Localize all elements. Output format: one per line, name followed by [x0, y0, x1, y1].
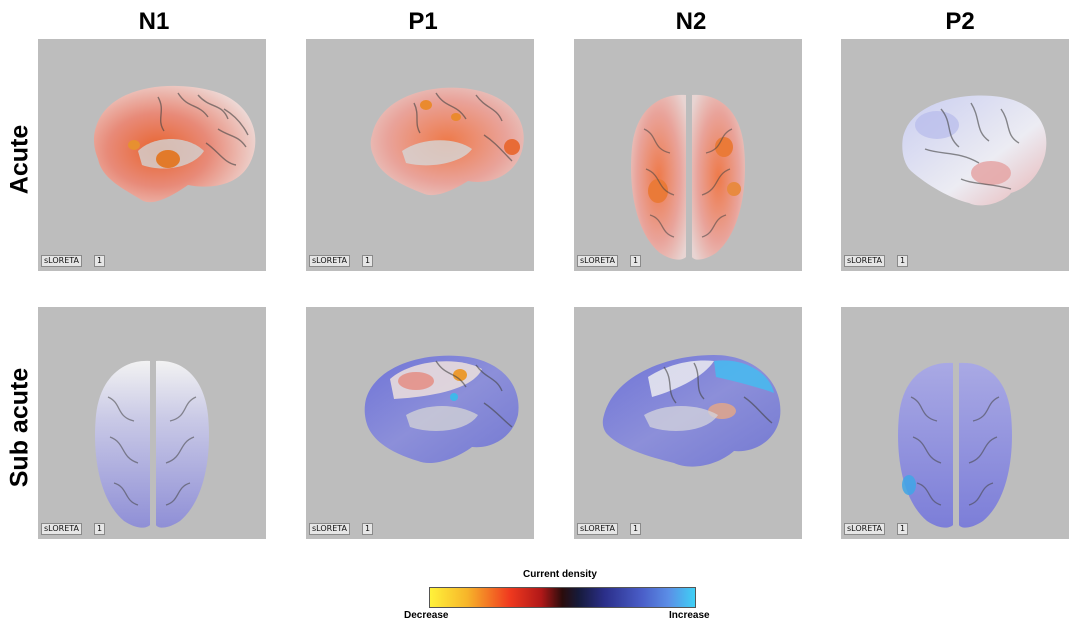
index-tag: 1 [630, 255, 642, 267]
method-tag: sLORETA [41, 255, 82, 267]
brain-medial-view [602, 355, 781, 467]
brain-medial-view [93, 85, 256, 203]
panel-acute-p2: sLORETA 1 [841, 39, 1069, 271]
method-tag: sLORETA [309, 255, 350, 267]
row-header-sub-acute: Sub acute [5, 367, 34, 488]
index-tag: 1 [94, 255, 106, 267]
legend-increase-label: Increase [669, 610, 710, 621]
method-tag: sLORETA [41, 523, 82, 535]
method-tag: sLORETA [844, 255, 885, 267]
legend-title: Current density [523, 569, 597, 580]
panel-sub-acute-n1: sLORETA 1 [38, 307, 266, 539]
brain-top-view [898, 362, 1012, 528]
brain-lateral-view [902, 95, 1047, 206]
brain-top-view [631, 94, 745, 260]
method-tag: sLORETA [577, 523, 618, 535]
index-tag: 1 [362, 523, 374, 535]
brain-top-view [95, 360, 209, 528]
panel-sub-acute-n2: sLORETA 1 [574, 307, 802, 539]
index-tag: 1 [362, 255, 374, 267]
panel-acute-n1: sLORETA 1 [38, 39, 266, 271]
panel-sub-acute-p2: sLORETA 1 [841, 307, 1069, 539]
column-header-p1: P1 [408, 8, 438, 35]
row-header-acute: Acute [5, 124, 34, 195]
index-tag: 1 [897, 523, 909, 535]
panel-acute-p1: sLORETA 1 [306, 39, 534, 271]
method-tag: sLORETA [577, 255, 618, 267]
column-header-n1: N1 [138, 8, 170, 35]
method-tag: sLORETA [309, 523, 350, 535]
column-header-n2: N2 [675, 8, 707, 35]
brain-medial-view [370, 87, 524, 196]
brain-medial-view [364, 355, 519, 464]
index-tag: 1 [897, 255, 909, 267]
panel-sub-acute-p1: sLORETA 1 [306, 307, 534, 539]
panel-acute-n2: sLORETA 1 [574, 39, 802, 271]
index-tag: 1 [630, 523, 642, 535]
legend-decrease-label: Decrease [404, 610, 449, 621]
column-header-p2: P2 [945, 8, 975, 35]
colorbar [429, 587, 696, 608]
method-tag: sLORETA [844, 523, 885, 535]
index-tag: 1 [94, 523, 106, 535]
